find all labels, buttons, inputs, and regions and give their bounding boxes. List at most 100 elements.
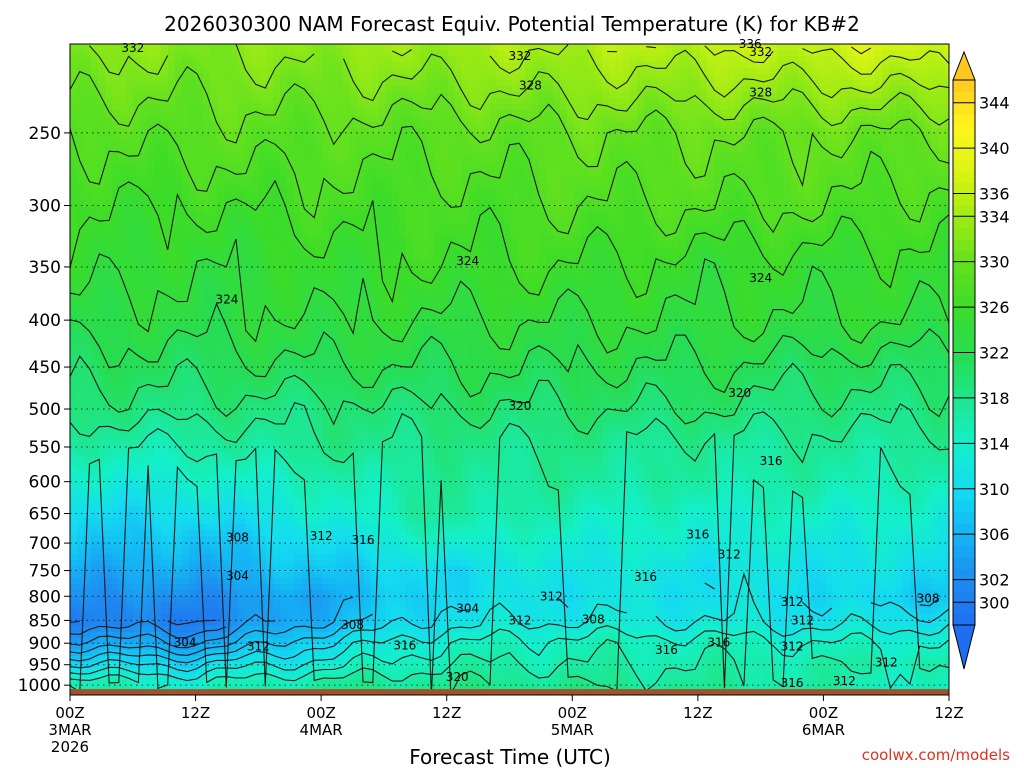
field-cell (378, 344, 386, 351)
field-cell (280, 56, 288, 63)
field-cell (336, 614, 344, 621)
field-cell (329, 122, 337, 129)
field-cell (364, 314, 372, 321)
field-cell (70, 284, 78, 291)
field-cell (210, 260, 218, 267)
field-cell (350, 350, 358, 357)
field-cell (287, 368, 295, 375)
field-cell (217, 344, 225, 351)
field-cell (329, 596, 337, 603)
field-cell (189, 644, 197, 651)
field-cell (105, 320, 113, 327)
field-cell (266, 554, 274, 561)
field-cell (378, 644, 386, 651)
field-cell (308, 668, 316, 675)
field-cell (98, 416, 106, 423)
field-cell (287, 650, 295, 657)
field-cell (126, 68, 134, 75)
field-cell (70, 608, 78, 615)
field-cell (84, 518, 92, 525)
field-cell (203, 74, 211, 81)
field-cell (133, 242, 141, 249)
field-cell (322, 512, 330, 519)
field-cell (98, 302, 106, 309)
field-cell (168, 464, 176, 471)
field-cell (308, 434, 316, 441)
field-cell (245, 182, 253, 189)
field-cell (259, 398, 267, 405)
field-cell (385, 140, 393, 147)
field-cell (182, 566, 190, 573)
field-cell (70, 368, 78, 375)
field-cell (245, 320, 253, 327)
field-cell (105, 326, 113, 333)
field-cell (112, 440, 120, 447)
field-cell (357, 428, 365, 435)
field-cell (154, 536, 162, 543)
field-cell (91, 596, 99, 603)
field-cell (77, 452, 85, 459)
field-cell (350, 206, 358, 213)
field-cell (308, 572, 316, 579)
field-cell (308, 80, 316, 87)
field-cell (77, 632, 85, 639)
field-cell (322, 116, 330, 123)
field-cell (308, 308, 316, 315)
field-cell (126, 530, 134, 537)
field-cell (189, 452, 197, 459)
field-cell (301, 74, 309, 81)
field-cell (287, 332, 295, 339)
field-cell (210, 650, 218, 657)
field-cell (245, 602, 253, 609)
field-cell (140, 212, 148, 219)
field-cell (210, 680, 218, 687)
field-cell (378, 188, 386, 195)
field-cell (371, 290, 379, 297)
field-cell (266, 374, 274, 381)
field-cell (182, 236, 190, 243)
field-cell (84, 572, 92, 579)
field-cell (182, 230, 190, 237)
field-cell (189, 542, 197, 549)
field-cell (196, 584, 204, 591)
field-cell (315, 200, 323, 207)
field-cell (301, 92, 309, 99)
field-cell (196, 404, 204, 411)
field-cell (308, 314, 316, 321)
field-cell (301, 350, 309, 357)
field-cell (217, 470, 225, 477)
field-cell (245, 194, 253, 201)
field-cell (140, 260, 148, 267)
field-cell (168, 410, 176, 417)
field-cell (133, 476, 141, 483)
field-cell (385, 332, 393, 339)
field-cell (329, 50, 337, 57)
field-cell (119, 410, 127, 417)
field-cell (98, 296, 106, 303)
field-cell (287, 440, 295, 447)
field-cell (98, 392, 106, 399)
field-cell (126, 302, 134, 309)
field-cell (336, 524, 344, 531)
field-cell (301, 476, 309, 483)
field-cell (140, 50, 148, 57)
field-cell (252, 320, 260, 327)
field-cell (259, 350, 267, 357)
field-cell (70, 482, 78, 489)
field-cell (168, 98, 176, 105)
field-cell (343, 392, 351, 399)
field-cell (203, 314, 211, 321)
field-cell (273, 608, 281, 615)
field-cell (231, 284, 239, 291)
field-cell (385, 482, 393, 489)
field-cell (266, 116, 274, 123)
field-cell (259, 176, 267, 183)
field-cell (203, 80, 211, 87)
field-cell (385, 344, 393, 351)
field-cell (357, 230, 365, 237)
field-cell (161, 506, 169, 513)
field-cell (189, 140, 197, 147)
field-cell (119, 170, 127, 177)
field-cell (84, 164, 92, 171)
field-cell (385, 398, 393, 405)
